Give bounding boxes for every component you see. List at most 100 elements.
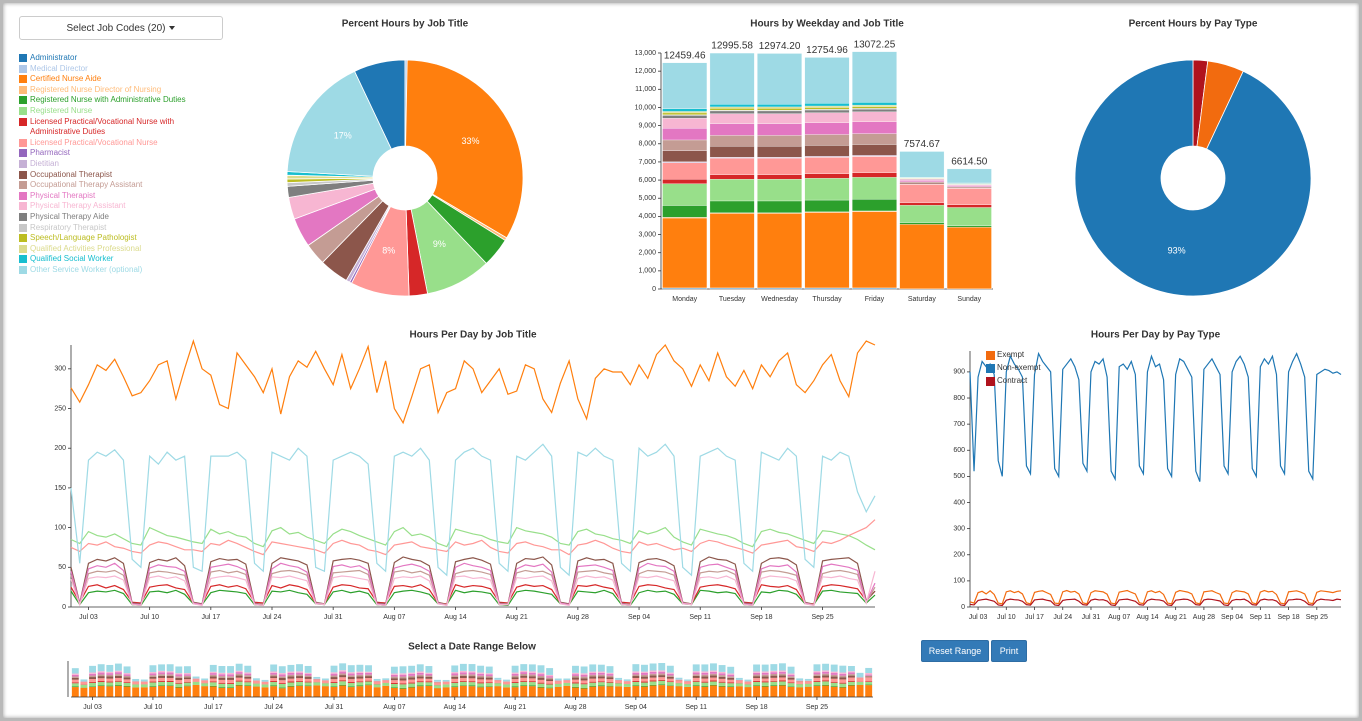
brush-bar <box>459 674 467 676</box>
brush-bar <box>347 675 355 677</box>
brush-bar <box>615 677 623 680</box>
brush-bar <box>425 675 433 677</box>
brush-bar <box>106 682 114 686</box>
brush-bar <box>132 684 140 688</box>
brush-bar <box>847 674 855 676</box>
brush-bar <box>408 687 416 697</box>
brush-bar <box>735 677 743 680</box>
bar-segment <box>804 178 850 201</box>
brush-bar <box>666 665 674 673</box>
brush-bar <box>865 674 873 676</box>
brush-bar <box>71 668 79 674</box>
brush-bar <box>304 685 312 687</box>
brush-bar <box>865 667 873 673</box>
brush-bar <box>468 671 476 673</box>
brush-bar <box>632 676 640 679</box>
brush-bar <box>839 675 847 678</box>
brush-bar <box>356 676 364 679</box>
brush-bar <box>606 677 614 680</box>
brush-bar <box>761 682 769 686</box>
brush-bar <box>235 663 243 671</box>
bar-segment <box>804 103 850 107</box>
x-tick-label: Thursday <box>812 296 842 303</box>
brush-bar <box>158 674 165 676</box>
brush-bar <box>658 670 666 672</box>
legend-item: Physical Therapy Assistant <box>19 201 219 212</box>
chart-title: Hours by Weekday and Job Title <box>750 19 904 30</box>
brush-bar <box>830 676 838 679</box>
y-tick-label: 250 <box>54 405 66 412</box>
job-codes-button[interactable]: Select Job Codes (20) <box>19 16 223 40</box>
x-tick-label: Aug 14 <box>1136 614 1158 621</box>
brush-bar <box>399 680 407 684</box>
brush-bar <box>114 680 122 682</box>
x-tick-label: Aug 07 <box>383 614 405 621</box>
bar-segment <box>757 110 802 114</box>
brush-bar <box>123 685 131 687</box>
brush-bar <box>114 685 122 686</box>
legend-label: Licensed Practical/Vocational Nurse <box>30 137 158 147</box>
brush-bar <box>701 682 709 687</box>
brush-bar <box>580 688 588 697</box>
brush-bar <box>770 670 778 673</box>
brush-bar <box>287 681 295 683</box>
brush-bar <box>390 674 398 677</box>
brush-bar <box>106 673 114 675</box>
bar-segment <box>662 162 708 180</box>
print-button[interactable]: Print <box>991 640 1027 662</box>
brush-bar <box>580 674 588 677</box>
brush-bar <box>347 665 355 673</box>
legend-swatch <box>19 170 27 179</box>
y-tick-label: 7,000 <box>638 159 656 166</box>
line <box>969 598 1342 607</box>
brush-bar <box>632 671 640 673</box>
bar-segment <box>852 211 897 289</box>
bar-segment <box>899 202 945 206</box>
legend-swatch <box>19 106 27 115</box>
brush-bar <box>339 677 347 681</box>
brush-bar <box>658 671 666 674</box>
brush-bar <box>580 680 588 684</box>
bar-segment <box>709 52 755 105</box>
brush-bar <box>597 676 605 679</box>
brush-bar <box>847 672 855 675</box>
job-title-legend: Administrator Medical Director Certified N… <box>19 53 219 275</box>
brush-bar <box>97 664 105 672</box>
bar-segment <box>757 104 802 108</box>
brush-bar <box>356 681 364 683</box>
brush-bar <box>632 664 640 672</box>
x-tick-label: Aug 07 <box>1108 614 1130 621</box>
bar-segment <box>804 112 850 123</box>
brush-bar <box>658 675 666 678</box>
brush-bar <box>787 682 795 684</box>
brush-bar <box>175 687 183 697</box>
y-tick-label: 700 <box>953 421 965 428</box>
brush-bar <box>330 672 338 674</box>
x-tick-label: Sunday <box>957 296 981 303</box>
brush-bar <box>615 680 623 683</box>
brush-bar <box>218 672 226 675</box>
brush-bar <box>847 666 855 672</box>
reset-range-button[interactable]: Reset Range <box>921 640 989 662</box>
brush-bar <box>770 664 778 671</box>
bar-segment <box>709 108 755 111</box>
brush-bar <box>675 683 683 687</box>
brush-bar <box>459 675 467 679</box>
x-tick-label: Jul 10 <box>144 704 163 711</box>
legend-item: Registered Nurse <box>19 106 219 117</box>
legend-label: Registered Nurse <box>30 105 93 115</box>
brush-bar <box>434 682 441 685</box>
brush-bar <box>468 678 476 682</box>
brush-bar <box>218 683 226 688</box>
brush-bar <box>390 683 398 688</box>
brush-bar <box>580 678 588 681</box>
brush-bar <box>304 675 312 678</box>
brush-bar <box>97 672 105 675</box>
bar-segment <box>709 200 755 213</box>
brush-bar <box>408 677 416 680</box>
brush-bar <box>106 686 114 697</box>
total-label: 12995.58 <box>711 41 753 52</box>
bar-segment <box>852 102 897 106</box>
brush-bar <box>218 682 226 684</box>
